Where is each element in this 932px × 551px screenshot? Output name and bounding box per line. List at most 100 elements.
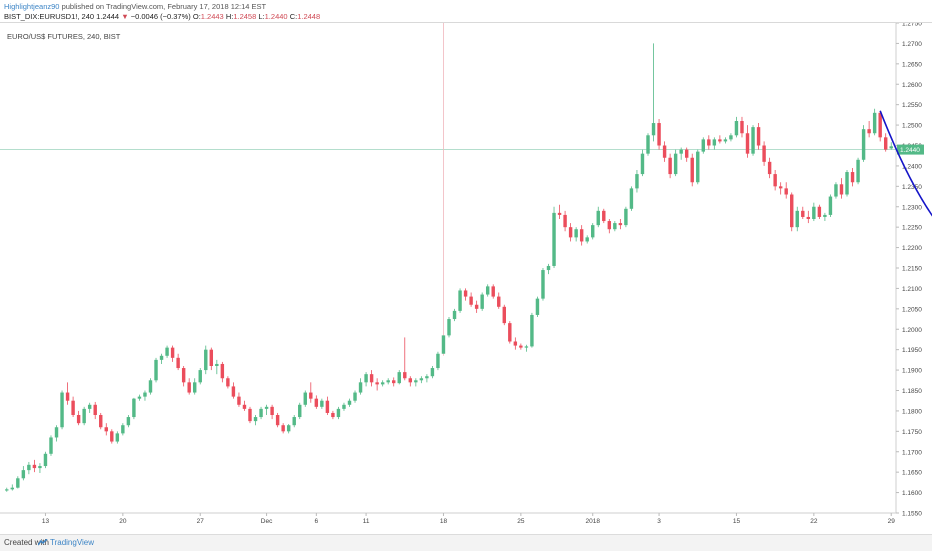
price-tick-label: 1.2000 — [902, 327, 922, 334]
candle-body — [519, 345, 523, 348]
candle-body — [21, 470, 26, 479]
candle-body — [187, 382, 191, 393]
candle-body — [215, 363, 219, 366]
candle-body — [596, 210, 600, 226]
candle-body — [176, 357, 180, 369]
publish-line: Highlightjeanz90 published on TradingVie… — [4, 2, 266, 11]
candle-body — [104, 427, 108, 432]
candle-body — [375, 382, 379, 385]
publisher-link[interactable]: Highlightjeanz90 — [4, 2, 60, 11]
price-tick-label: 1.1850 — [902, 388, 922, 395]
candle-body — [121, 425, 125, 434]
candle-body — [707, 139, 711, 146]
high-label: H: — [225, 12, 234, 21]
candle-body — [607, 221, 612, 230]
price-change: −0.0046 (−0.37%) — [130, 12, 191, 21]
candle-body — [718, 139, 722, 142]
candle-body — [369, 374, 374, 383]
candle-body — [568, 227, 573, 238]
candle-body — [828, 196, 833, 215]
price-tick-label: 1.1750 — [902, 429, 922, 436]
candle-body — [668, 157, 672, 175]
candle-body — [165, 347, 169, 356]
candle-body — [320, 400, 324, 407]
candle-body — [403, 372, 407, 379]
candle-body — [43, 453, 48, 467]
candle-body — [380, 382, 385, 385]
candle-body — [242, 404, 247, 409]
candle-body — [253, 417, 258, 422]
candle-body — [430, 368, 435, 377]
candle-body — [220, 363, 225, 379]
candle-body — [231, 386, 236, 397]
price-tick-label: 1.2100 — [902, 286, 922, 293]
price-tick-label: 1.2200 — [902, 245, 922, 252]
candle-body — [767, 161, 772, 175]
price-tick-label: 1.2350 — [902, 184, 922, 191]
candle-body — [193, 382, 197, 393]
candle-body — [778, 186, 783, 189]
chart-area[interactable]: EURO/US$ FUTURES, 240, BIST 1.2750 1.2700… — [0, 22, 932, 533]
chart-title: EURO/US$ FUTURES, 240, BIST — [7, 32, 121, 41]
price-tick-label: 1.1600 — [902, 490, 922, 497]
time-tick-label: 6 — [315, 518, 319, 525]
candle-body — [701, 139, 705, 152]
candle-body — [535, 298, 540, 315]
candle-body — [613, 223, 617, 230]
candle-body — [386, 380, 390, 383]
down-arrow-icon: ▼ — [121, 12, 129, 21]
price-tick-label: 1.1800 — [902, 408, 922, 415]
created-with-text: Created with — [4, 538, 49, 547]
candle-body — [408, 378, 413, 383]
candle-body — [198, 370, 202, 383]
candle-body — [602, 210, 606, 222]
candle-body — [10, 487, 15, 490]
candle-body — [347, 400, 352, 405]
low-label: L: — [258, 12, 265, 21]
candle-body — [303, 392, 307, 405]
candle-body — [292, 417, 296, 426]
candle-body — [513, 341, 518, 346]
candle-body — [883, 137, 888, 150]
low-value: 1.2440 — [264, 12, 288, 21]
tradingview-logo-icon — [38, 539, 48, 546]
candle-body — [878, 112, 882, 138]
candle-body — [342, 404, 346, 409]
candle-body — [275, 415, 280, 426]
candle-body — [99, 415, 103, 428]
price-tick-label: 1.2650 — [902, 61, 922, 68]
time-tick-label: 2018 — [585, 518, 600, 525]
candle-body — [115, 433, 120, 442]
tradingview-brand[interactable]: TradingView — [50, 538, 95, 547]
candle-body — [723, 139, 728, 142]
candle-body — [762, 145, 766, 162]
candlestick-chart[interactable]: EURO/US$ FUTURES, 240, BIST 1.2750 1.2700… — [0, 23, 932, 533]
price-tick-label: 1.2500 — [902, 123, 922, 130]
candle-body — [436, 353, 440, 369]
candle-body — [325, 400, 330, 413]
candle-body — [662, 145, 667, 158]
candle-body — [204, 349, 208, 371]
candle-body — [557, 212, 562, 215]
candle-body — [740, 121, 744, 134]
current-price-tag — [897, 144, 924, 155]
candle-body — [353, 392, 357, 401]
price-tick-label: 1.2400 — [902, 163, 922, 170]
candle-body — [834, 184, 838, 197]
candle-body — [32, 464, 37, 469]
last-price: 1.2444 — [96, 12, 120, 21]
candle-body — [823, 214, 827, 217]
candle-body — [447, 319, 451, 336]
time-tick-label: 13 — [42, 518, 50, 525]
candle-body — [87, 404, 92, 409]
candle-body — [690, 157, 694, 183]
price-tick-label: 1.2150 — [902, 266, 922, 273]
candle-body — [226, 378, 230, 387]
price-tick-label: 1.1700 — [902, 449, 922, 456]
candle-body — [93, 404, 97, 415]
time-tick-label: 22 — [810, 518, 818, 525]
candle-body — [729, 135, 733, 140]
candle-body — [314, 398, 319, 407]
candle-body — [54, 427, 59, 438]
time-tick-label: 18 — [440, 518, 448, 525]
